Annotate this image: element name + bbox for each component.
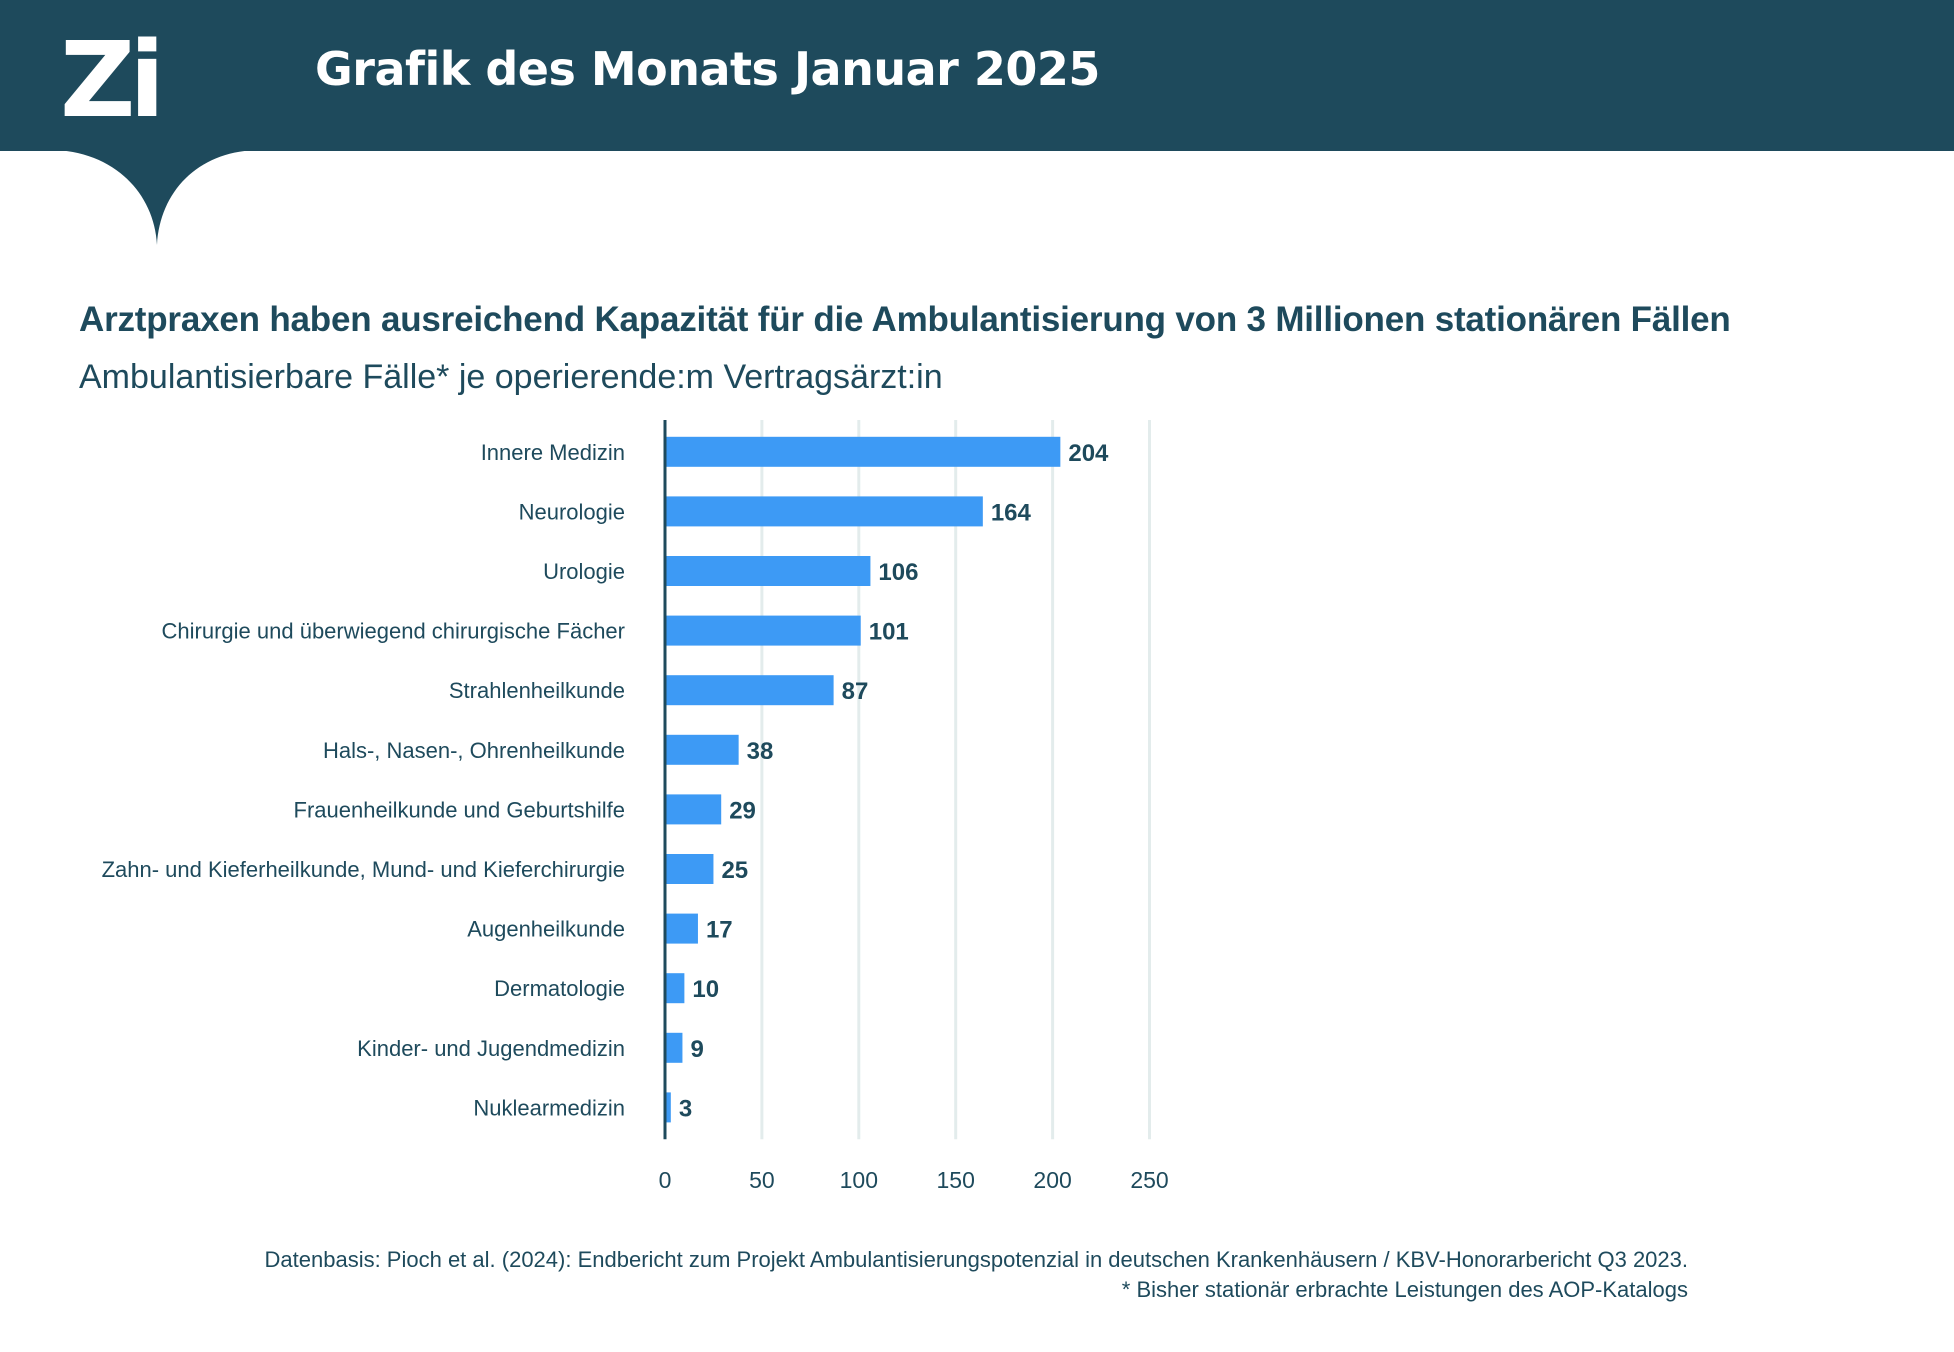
value-label: 164 bbox=[991, 499, 1032, 526]
category-label: Chirurgie und überwiegend chirurgische F… bbox=[162, 619, 625, 644]
bar-chart: Innere Medizin Neurologie Urologie Chirurgi… bbox=[102, 420, 1169, 1193]
value-label: 9 bbox=[690, 1036, 703, 1063]
value-labels: 204 164 106 101 87 38 29 25 17 10 9 3 bbox=[679, 440, 1109, 1123]
chart-subtitle: Ambulantisierbare Fälle* je operierende:… bbox=[79, 358, 943, 396]
category-label: Kinder- und Jugendmedizin bbox=[357, 1036, 625, 1061]
chart-title: Arztpraxen haben ausreichend Kapazität f… bbox=[79, 300, 1731, 339]
x-tick-label: 100 bbox=[840, 1167, 878, 1193]
bar bbox=[665, 734, 739, 765]
footnote: Datenbasis: Pioch et al. (2024): Endberi… bbox=[265, 1245, 1688, 1305]
category-label: Dermatologie bbox=[494, 976, 625, 1001]
category-label: Augenheilkunde bbox=[467, 917, 625, 942]
bar bbox=[665, 1032, 683, 1063]
asterisk-note: * Bisher stationär erbrachte Leistungen … bbox=[1121, 1277, 1688, 1302]
category-label: Zahn- und Kieferheilkunde, Mund- und Kie… bbox=[102, 857, 625, 882]
grid-lines bbox=[760, 420, 1151, 1140]
category-label: Nuklearmedizin bbox=[473, 1095, 625, 1120]
category-labels: Innere Medizin Neurologie Urologie Chirurgi… bbox=[102, 440, 625, 1121]
bar bbox=[665, 794, 722, 825]
bar bbox=[665, 1092, 671, 1123]
value-label: 38 bbox=[747, 738, 774, 765]
value-label: 25 bbox=[721, 857, 748, 884]
header-title: Grafik des Monats Januar 2025 bbox=[315, 42, 1100, 96]
svg-text:Zi: Zi bbox=[60, 24, 159, 124]
x-tick-label: 50 bbox=[749, 1167, 775, 1193]
value-label: 204 bbox=[1068, 440, 1109, 467]
value-label: 3 bbox=[679, 1095, 692, 1122]
x-tick-label: 250 bbox=[1130, 1167, 1168, 1193]
x-tick-label: 150 bbox=[937, 1167, 975, 1193]
bar bbox=[665, 615, 861, 646]
category-label: Innere Medizin bbox=[481, 440, 625, 465]
value-label: 29 bbox=[729, 797, 756, 824]
x-tick-label: 0 bbox=[659, 1167, 672, 1193]
bars bbox=[665, 436, 1061, 1123]
category-label: Hals-, Nasen-, Ohrenheilkunde bbox=[323, 738, 625, 763]
zi-logo: Zi bbox=[60, 24, 165, 124]
header-curve-decoration bbox=[0, 150, 260, 245]
category-label: Urologie bbox=[543, 559, 625, 584]
category-label: Neurologie bbox=[519, 499, 625, 524]
category-label: Strahlenheilkunde bbox=[449, 678, 625, 703]
header-bar bbox=[0, 0, 1954, 151]
value-label: 101 bbox=[869, 619, 909, 646]
bar bbox=[665, 496, 983, 527]
x-axis-ticks: 0 50 100 150 200 250 bbox=[659, 1167, 1169, 1193]
bar bbox=[665, 556, 871, 586]
value-label: 106 bbox=[878, 559, 918, 586]
bar bbox=[665, 973, 685, 1004]
bar bbox=[665, 854, 714, 884]
source-note: Datenbasis: Pioch et al. (2024): Endberi… bbox=[264, 1247, 1688, 1272]
x-tick-label: 200 bbox=[1033, 1167, 1071, 1193]
bar bbox=[665, 436, 1061, 467]
bar bbox=[665, 675, 834, 706]
value-label: 87 bbox=[842, 678, 869, 705]
value-label: 17 bbox=[706, 917, 733, 944]
category-label: Frauenheilkunde und Geburtshilfe bbox=[294, 797, 625, 822]
value-label: 10 bbox=[692, 976, 719, 1003]
bar bbox=[665, 913, 698, 944]
